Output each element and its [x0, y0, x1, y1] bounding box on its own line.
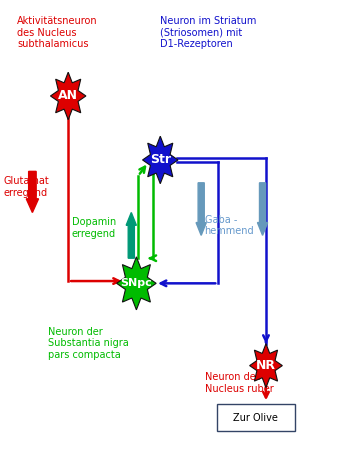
Text: Aktivitätsneuron
des Nucleus
subthalamicus: Aktivitätsneuron des Nucleus subthalamic…	[17, 16, 98, 49]
FancyArrow shape	[257, 183, 268, 235]
Polygon shape	[143, 136, 178, 184]
FancyArrow shape	[26, 171, 39, 213]
Text: Neuron im Striatum
(Striosomen) mit
D1-Rezeptoren: Neuron im Striatum (Striosomen) mit D1-R…	[160, 16, 257, 49]
FancyArrow shape	[126, 213, 136, 258]
Text: Str: Str	[150, 154, 171, 166]
Text: Gaba -
hemmend: Gaba - hemmend	[205, 215, 254, 236]
FancyBboxPatch shape	[217, 404, 295, 431]
Polygon shape	[50, 72, 86, 120]
Text: Glutamat
erregend: Glutamat erregend	[3, 176, 49, 197]
Text: Neuron der
Substantia nigra
pars compacta: Neuron der Substantia nigra pars compact…	[48, 327, 129, 360]
Text: NR: NR	[256, 359, 276, 372]
Polygon shape	[250, 344, 282, 388]
Text: Zur Olive: Zur Olive	[233, 413, 278, 423]
FancyArrow shape	[196, 183, 206, 235]
Polygon shape	[117, 257, 156, 310]
Text: SNpc: SNpc	[120, 278, 152, 288]
Text: Neuron des
Nucleus ruber: Neuron des Nucleus ruber	[205, 372, 273, 394]
Text: Dopamin
erregend: Dopamin erregend	[72, 217, 116, 239]
Text: AN: AN	[58, 90, 78, 102]
